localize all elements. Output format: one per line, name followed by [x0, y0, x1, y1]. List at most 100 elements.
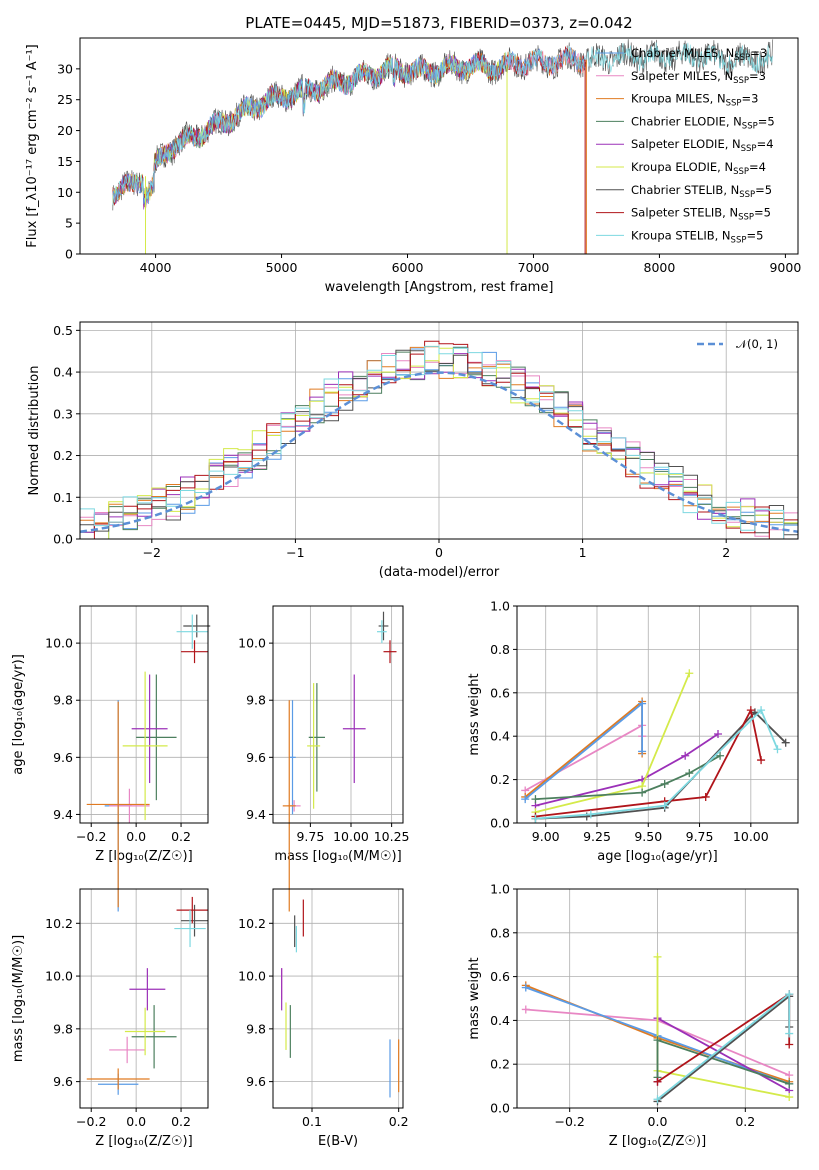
spectrum-series: [112, 54, 507, 210]
x-tick-label: 6000: [392, 260, 424, 275]
y-tick-label: 25: [57, 92, 73, 107]
y-tick-label: 0.2: [490, 772, 510, 787]
legend-label: Chabrier MILES, NSSP=3: [631, 46, 767, 63]
x-axis-label: Z [log₁₀(Z/Z☉)]: [95, 849, 192, 864]
histogram-series: [80, 340, 798, 539]
y-tick-label: 9.6: [246, 750, 266, 765]
y-tick-label: 9.8: [246, 693, 266, 708]
y-tick-label: 15: [57, 154, 73, 169]
weight-marker: [653, 1095, 662, 1104]
x-axis-label: wavelength [Angstrom, rest frame]: [325, 280, 554, 295]
legend-label: Chabrier STELIB, NSSP=5: [631, 183, 772, 200]
weight-line: [524, 723, 643, 792]
weight-marker: [701, 792, 710, 801]
weight-marker: [781, 738, 790, 747]
x-tick-label: 1: [579, 545, 587, 560]
y-tick-label: 0.0: [53, 532, 73, 547]
y-tick-label: 0.4: [490, 1013, 510, 1028]
weight-marker: [685, 669, 694, 678]
x-tick-label: 0.2: [171, 829, 191, 844]
y-tick-label: 9.6: [246, 1074, 266, 1089]
y-tick-label: 0.1: [53, 490, 73, 505]
y-axis-label: mass weight: [467, 957, 482, 1039]
x-tick-label: 7000: [518, 260, 550, 275]
weight-marker: [716, 751, 725, 760]
y-tick-label: 10.0: [45, 969, 73, 984]
chart-title: PLATE=0445, MJD=51873, FIBERID=0373, z=0…: [245, 14, 632, 32]
spectrum-series: [112, 52, 507, 206]
y-axis-label: mass [log₁₀(M/M☉)]: [11, 935, 26, 1062]
y-tick-label: 0.8: [490, 925, 510, 940]
x-tick-label: 4000: [140, 260, 172, 275]
plot-frame: [272, 605, 404, 824]
histogram-series: [80, 349, 798, 536]
x-tick-label: 10.25: [374, 829, 410, 844]
y-tick-label: 9.6: [53, 1074, 73, 1089]
x-tick-label: −0.2: [76, 1114, 106, 1129]
y-tick-label: 5: [65, 216, 73, 231]
x-tick-label: 0.2: [171, 1114, 191, 1129]
x-axis-label: Z [log₁₀(Z/Z☉)]: [95, 1134, 192, 1149]
legend-label: Kroupa ELODIE, NSSP=4: [631, 160, 766, 177]
y-tick-label: 9.8: [53, 1021, 73, 1036]
y-tick-label: 10.2: [238, 916, 266, 931]
weight-marker: [521, 1005, 530, 1014]
x-tick-label: 10.00: [733, 829, 769, 844]
weight-marker: [785, 1079, 794, 1088]
x-tick-label: 9.00: [532, 829, 560, 844]
y-tick-label: 1.0: [490, 599, 510, 614]
weight-marker: [785, 990, 794, 999]
weight-marker: [660, 779, 669, 788]
y-tick-label: 9.8: [246, 1021, 266, 1036]
y-tick-label: 20: [57, 123, 73, 138]
spectrum-series: [112, 52, 507, 209]
x-tick-label: 0.1: [302, 1114, 322, 1129]
y-tick-label: 0.0: [490, 1101, 510, 1116]
x-tick-label: 0.0: [126, 829, 146, 844]
y-tick-label: 0.2: [53, 448, 73, 463]
y-axis-label: Flux [f_λ10⁻¹⁷ erg cm⁻² s⁻¹ A⁻¹]: [25, 44, 40, 248]
weight-line: [657, 992, 791, 1083]
weight-marker: [531, 795, 540, 804]
spectrum-series: [112, 46, 586, 206]
x-axis-label: (data-model)/error: [379, 565, 500, 580]
plot-frame: [79, 605, 209, 824]
legend-label: Chabrier ELODIE, NSSP=5: [631, 114, 775, 131]
y-tick-label: 30: [57, 61, 73, 76]
x-tick-label: 2: [722, 545, 730, 560]
weight-line: [656, 1016, 790, 1092]
y-tick-label: 1.0: [490, 882, 510, 897]
y-tick-label: 0.8: [490, 642, 510, 657]
weight-marker: [586, 810, 595, 819]
weight-marker: [653, 952, 662, 961]
weight-marker: [660, 801, 669, 810]
y-tick-label: 0.6: [490, 685, 510, 700]
x-tick-label: 10.00: [333, 829, 369, 844]
weight-marker: [685, 769, 694, 778]
y-tick-label: 10.2: [45, 916, 73, 931]
y-axis-label: age [log₁₀(age/yr)]: [11, 654, 26, 775]
y-tick-label: 0.4: [490, 729, 510, 744]
y-tick-label: 10.0: [45, 636, 73, 651]
weight-marker: [785, 1040, 794, 1049]
y-tick-label: 0.5: [53, 323, 73, 338]
legend-label: Kroupa STELIB, NSSP=5: [631, 228, 763, 245]
legend-label: Salpeter MILES, NSSP=3: [631, 69, 766, 86]
y-tick-label: 9.4: [246, 807, 266, 822]
x-tick-label: 9.75: [296, 829, 324, 844]
legend-label: Kroupa MILES, NSSP=3: [631, 92, 758, 109]
y-tick-label: 10.0: [238, 969, 266, 984]
weight-marker: [638, 747, 647, 756]
y-axis-label: mass weight: [467, 673, 482, 755]
weight-marker: [521, 983, 530, 992]
x-tick-label: 9000: [769, 260, 801, 275]
y-tick-label: 10: [57, 185, 73, 200]
weight-marker: [750, 708, 759, 717]
weight-marker: [638, 788, 647, 797]
y-tick-label: 0.0: [490, 816, 510, 831]
weight-marker: [746, 706, 755, 715]
legend-label: Salpeter STELIB, NSSP=5: [631, 206, 771, 223]
weight-marker: [714, 730, 723, 739]
x-tick-label: 8000: [644, 260, 676, 275]
